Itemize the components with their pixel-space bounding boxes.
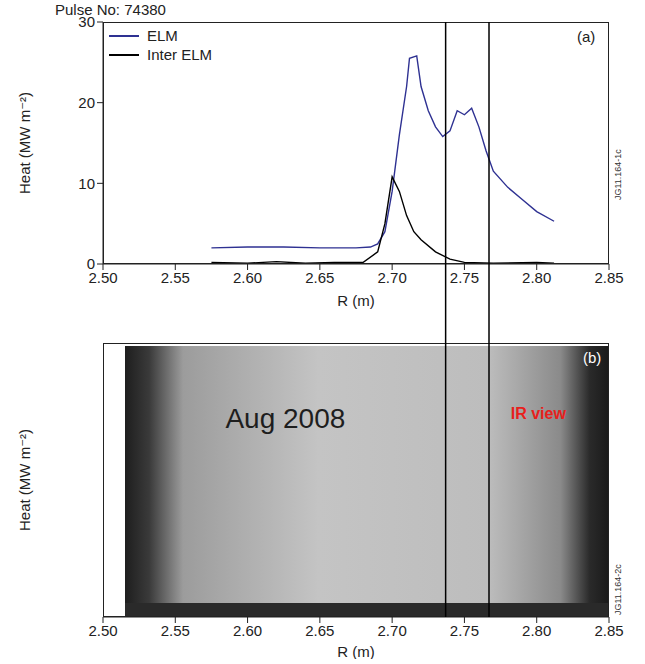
svg-text:R (m): R (m) xyxy=(337,643,375,659)
svg-text:2.65: 2.65 xyxy=(305,622,334,639)
svg-text:30: 30 xyxy=(78,13,95,30)
svg-text:R (m): R (m) xyxy=(337,292,375,309)
svg-text:2.75: 2.75 xyxy=(450,622,479,639)
html-text:(b): (b) xyxy=(583,349,602,366)
svg-text:Heat (MW m⁻²): Heat (MW m⁻²) xyxy=(16,429,33,531)
html-text:ELM: ELM xyxy=(147,27,178,44)
svg-text:20: 20 xyxy=(78,94,95,111)
svg-text:2.50: 2.50 xyxy=(88,622,117,639)
svg-text:2.50: 2.50 xyxy=(88,268,118,286)
svg-text:2.80: 2.80 xyxy=(522,622,551,639)
svg-text:2.80: 2.80 xyxy=(522,269,551,286)
html-text:IR view: IR view xyxy=(510,405,566,422)
svg-text:2.60: 2.60 xyxy=(233,622,262,639)
html-text:JG11.164-1c: JG11.164-1c xyxy=(613,149,623,200)
html-text:Inter ELM: Inter ELM xyxy=(147,46,212,63)
svg-text:0: 0 xyxy=(87,255,95,272)
html-text:(a): (a) xyxy=(577,28,596,45)
svg-text:2.75: 2.75 xyxy=(450,269,479,286)
html-text:JG11.164-2c: JG11.164-2c xyxy=(613,564,623,615)
svg-text:2.85: 2.85 xyxy=(594,269,623,286)
html-text:Aug 2008: Aug 2008 xyxy=(225,403,346,434)
svg-text:2.55: 2.55 xyxy=(161,269,190,286)
svg-text:Heat (MW m⁻²): Heat (MW m⁻²) xyxy=(16,92,33,194)
svg-text:2.65: 2.65 xyxy=(305,269,334,286)
svg-text:2.55: 2.55 xyxy=(161,622,190,639)
svg-text:10: 10 xyxy=(78,175,95,192)
svg-text:2.70: 2.70 xyxy=(378,269,407,286)
html-text:Pulse No: 74380: Pulse No: 74380 xyxy=(55,1,166,18)
svg-text:2.60: 2.60 xyxy=(233,269,262,286)
svg-text:2.70: 2.70 xyxy=(378,622,407,639)
svg-text:2.85: 2.85 xyxy=(594,622,623,639)
